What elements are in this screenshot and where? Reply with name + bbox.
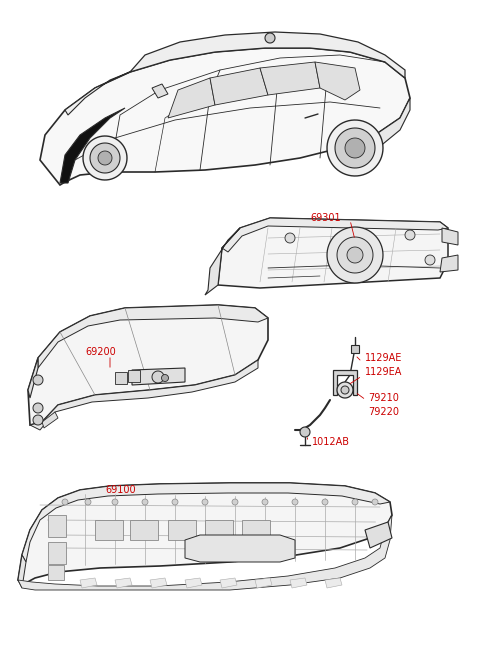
Polygon shape (327, 227, 383, 283)
Polygon shape (90, 143, 120, 173)
Polygon shape (337, 382, 353, 398)
Polygon shape (440, 255, 458, 272)
Polygon shape (18, 515, 392, 590)
Polygon shape (355, 98, 410, 158)
Polygon shape (18, 555, 26, 588)
Polygon shape (48, 565, 64, 580)
Polygon shape (33, 375, 43, 385)
Polygon shape (220, 578, 237, 588)
Polygon shape (22, 483, 390, 562)
Polygon shape (152, 371, 164, 383)
Polygon shape (40, 48, 410, 185)
Polygon shape (172, 499, 178, 505)
Polygon shape (265, 33, 275, 43)
Polygon shape (65, 72, 130, 115)
Polygon shape (161, 375, 168, 381)
Text: 1129AE: 1129AE (365, 353, 402, 363)
Polygon shape (335, 128, 375, 168)
Polygon shape (347, 247, 363, 263)
Polygon shape (33, 403, 43, 413)
Polygon shape (285, 233, 295, 243)
Polygon shape (425, 255, 435, 265)
Polygon shape (218, 218, 448, 288)
Polygon shape (322, 499, 328, 505)
Polygon shape (132, 368, 185, 385)
Text: 1012AB: 1012AB (312, 437, 350, 447)
Polygon shape (442, 228, 458, 245)
Polygon shape (142, 499, 148, 505)
Polygon shape (98, 151, 112, 165)
Polygon shape (351, 345, 359, 353)
Polygon shape (83, 136, 127, 180)
Text: 1129EA: 1129EA (365, 367, 402, 377)
Polygon shape (232, 499, 238, 505)
Polygon shape (130, 32, 405, 78)
Polygon shape (345, 138, 365, 158)
Polygon shape (242, 520, 270, 540)
Polygon shape (300, 427, 310, 437)
Polygon shape (62, 499, 68, 505)
Polygon shape (202, 499, 208, 505)
Polygon shape (150, 578, 167, 588)
Polygon shape (405, 230, 415, 240)
Polygon shape (42, 412, 58, 428)
Polygon shape (262, 499, 268, 505)
Polygon shape (130, 520, 158, 540)
Text: 79220: 79220 (368, 407, 399, 417)
Polygon shape (28, 358, 38, 398)
Polygon shape (168, 520, 196, 540)
Polygon shape (260, 62, 320, 95)
Polygon shape (112, 499, 118, 505)
Polygon shape (327, 120, 383, 176)
Text: 69301: 69301 (310, 213, 341, 223)
Polygon shape (341, 386, 349, 394)
Polygon shape (33, 415, 43, 425)
Polygon shape (352, 499, 358, 505)
Text: 79210: 79210 (368, 393, 399, 403)
Polygon shape (210, 68, 268, 105)
Polygon shape (80, 578, 97, 588)
Polygon shape (337, 237, 373, 273)
Polygon shape (315, 62, 360, 100)
Polygon shape (18, 483, 392, 585)
Polygon shape (365, 522, 392, 548)
Polygon shape (333, 370, 357, 395)
Polygon shape (292, 499, 298, 505)
Polygon shape (38, 305, 268, 368)
Polygon shape (255, 578, 272, 588)
Polygon shape (30, 360, 258, 430)
Polygon shape (95, 520, 123, 540)
Polygon shape (205, 228, 240, 295)
Polygon shape (128, 370, 140, 382)
Polygon shape (290, 578, 307, 588)
Polygon shape (60, 108, 125, 183)
Polygon shape (85, 499, 91, 505)
Polygon shape (115, 578, 132, 588)
Polygon shape (168, 78, 215, 118)
Polygon shape (185, 535, 295, 562)
Polygon shape (48, 515, 66, 537)
Polygon shape (325, 578, 342, 588)
Polygon shape (115, 372, 127, 384)
Text: 69200: 69200 (85, 347, 116, 357)
Polygon shape (372, 499, 378, 505)
Polygon shape (48, 542, 66, 564)
Polygon shape (28, 305, 268, 425)
Polygon shape (222, 218, 448, 252)
Text: 69100: 69100 (105, 485, 136, 495)
Polygon shape (152, 84, 168, 98)
Polygon shape (205, 520, 233, 540)
Polygon shape (185, 578, 202, 588)
